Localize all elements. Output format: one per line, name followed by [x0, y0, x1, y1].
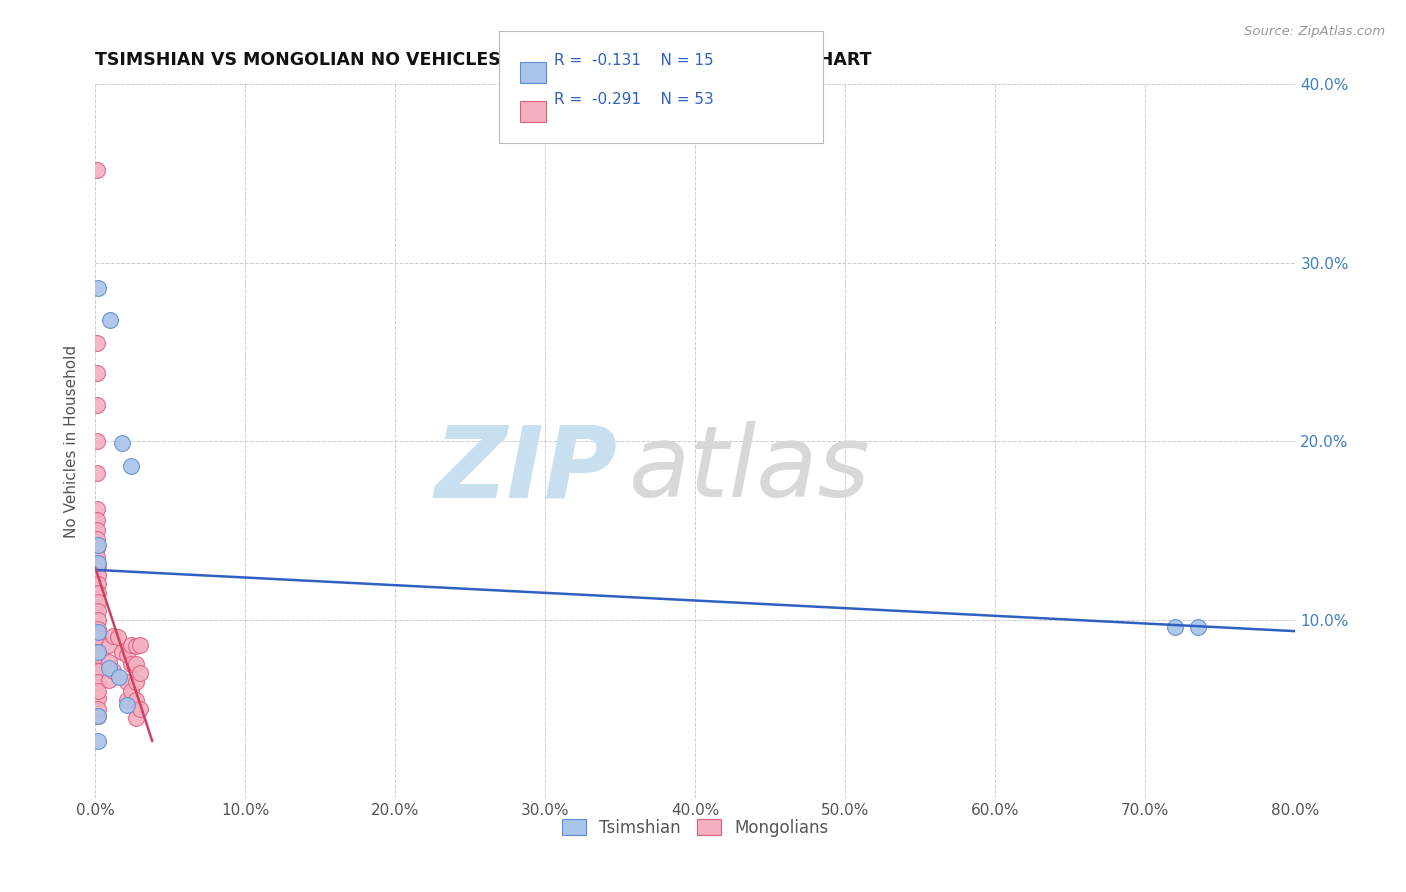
Point [86, 513, 108, 527]
Point [103, 665, 125, 679]
Point [86, 533, 108, 547]
Point [86, 399, 108, 413]
Point [115, 675, 138, 690]
Point [120, 684, 142, 698]
Point [97, 661, 120, 675]
Point [120, 459, 142, 474]
Text: atlas: atlas [630, 421, 870, 518]
Point [87, 556, 110, 570]
Point [125, 693, 148, 707]
Legend: Tsimshian, Mongolians: Tsimshian, Mongolians [555, 812, 835, 843]
Point [87, 586, 110, 600]
Point [87, 625, 110, 640]
Point [86, 467, 108, 481]
Point [129, 638, 152, 652]
Point [111, 645, 134, 659]
Point [87, 595, 110, 609]
Point [87, 709, 110, 723]
Point [125, 640, 148, 654]
Point [86, 366, 108, 380]
Point [125, 711, 148, 725]
Point [120, 657, 142, 672]
Point [87, 709, 110, 723]
Point [87, 648, 110, 663]
Point [87, 702, 110, 716]
Point [87, 631, 110, 645]
Point [87, 622, 110, 636]
Point [87, 538, 110, 552]
Point [87, 629, 110, 643]
Point [103, 629, 125, 643]
Text: R =  -0.291    N = 53: R = -0.291 N = 53 [554, 93, 714, 107]
Point [98, 312, 121, 326]
Point [108, 670, 131, 684]
Point [87, 647, 110, 661]
Point [111, 436, 134, 450]
Point [87, 568, 110, 582]
Point [87, 577, 110, 591]
Point [86, 550, 108, 565]
Point [87, 665, 110, 679]
Point [97, 638, 120, 652]
Text: Source: ZipAtlas.com: Source: ZipAtlas.com [1244, 25, 1385, 38]
Point [115, 693, 138, 707]
Point [115, 698, 138, 713]
Point [97, 656, 120, 670]
Point [87, 684, 110, 698]
Point [125, 657, 148, 672]
Point [1187, 620, 1209, 634]
Point [87, 613, 110, 627]
Point [86, 524, 108, 538]
Point [87, 645, 110, 659]
Point [120, 638, 142, 652]
Point [97, 673, 120, 688]
Point [86, 502, 108, 516]
Point [125, 675, 148, 690]
Point [115, 648, 138, 663]
Text: ZIP: ZIP [434, 421, 617, 518]
Point [86, 541, 108, 556]
Point [86, 434, 108, 449]
Point [87, 691, 110, 706]
Point [87, 280, 110, 294]
Text: TSIMSHIAN VS MONGOLIAN NO VEHICLES IN HOUSEHOLD CORRELATION CHART: TSIMSHIAN VS MONGOLIAN NO VEHICLES IN HO… [96, 51, 872, 69]
Point [87, 665, 110, 679]
Point [87, 675, 110, 690]
Point [87, 604, 110, 618]
Point [87, 734, 110, 748]
Point [87, 666, 110, 681]
Point [129, 666, 152, 681]
Point [87, 559, 110, 574]
Y-axis label: No Vehicles in Household: No Vehicles in Household [65, 344, 79, 538]
Point [86, 162, 108, 177]
Text: R =  -0.131    N = 15: R = -0.131 N = 15 [554, 54, 714, 68]
Point [86, 335, 108, 350]
Point [1164, 620, 1187, 634]
Point [129, 702, 152, 716]
Point [107, 631, 129, 645]
